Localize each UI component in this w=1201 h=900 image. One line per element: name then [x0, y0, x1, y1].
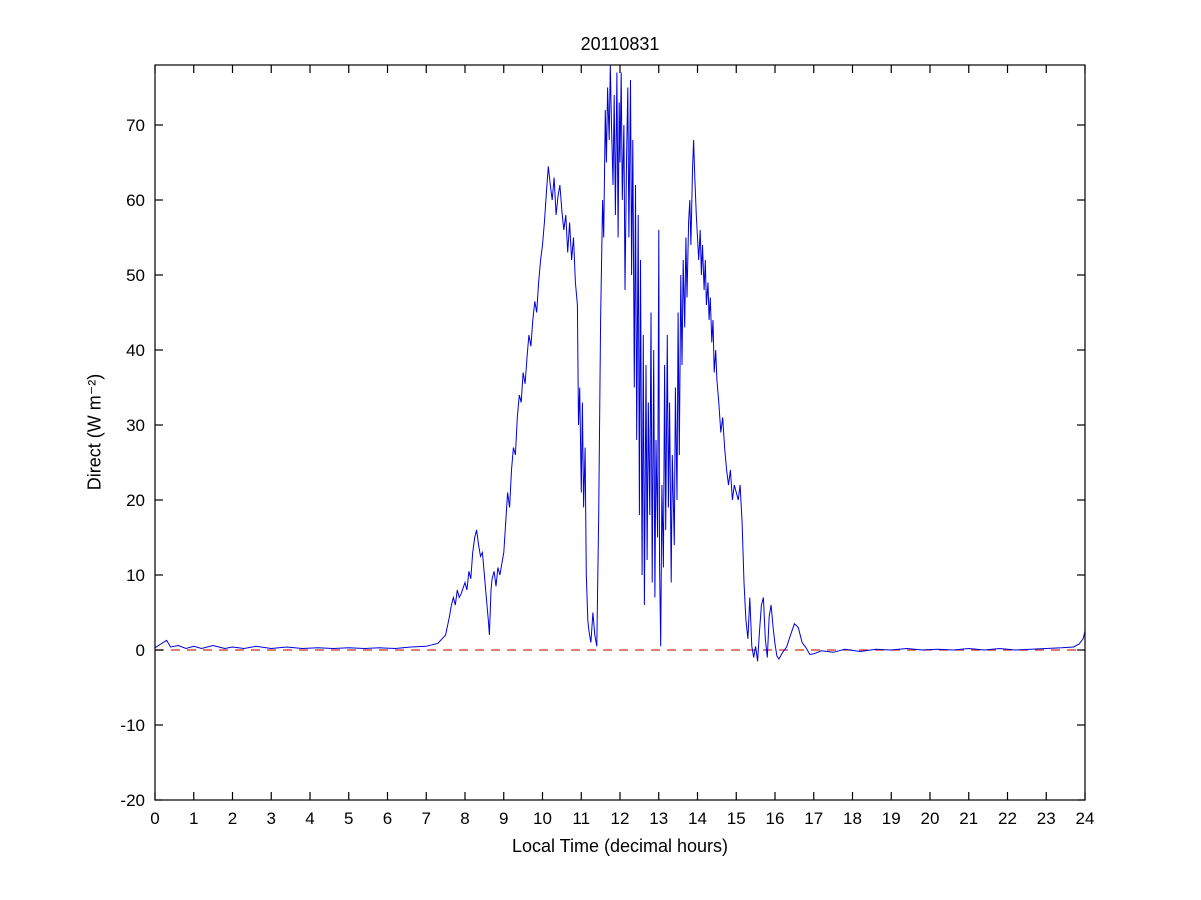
x-tick-label: 21 [959, 809, 978, 828]
y-tick-label: 30 [126, 416, 145, 435]
y-tick-label: 60 [126, 191, 145, 210]
x-tick-label: 3 [267, 809, 276, 828]
x-tick-label: 13 [649, 809, 668, 828]
x-tick-label: 19 [882, 809, 901, 828]
y-tick-label: 70 [126, 116, 145, 135]
y-tick-label: 40 [126, 341, 145, 360]
x-tick-label: 5 [344, 809, 353, 828]
y-tick-label: 20 [126, 491, 145, 510]
y-tick-label: 10 [126, 566, 145, 585]
x-tick-label: 9 [499, 809, 508, 828]
x-tick-label: 23 [1037, 809, 1056, 828]
x-tick-label: 15 [727, 809, 746, 828]
x-tick-label: 16 [766, 809, 785, 828]
x-tick-label: 8 [460, 809, 469, 828]
x-tick-label: 20 [921, 809, 940, 828]
x-tick-label: 0 [150, 809, 159, 828]
x-tick-label: 1 [189, 809, 198, 828]
x-tick-label: 24 [1076, 809, 1095, 828]
x-tick-label: 4 [305, 809, 314, 828]
y-tick-label: -10 [120, 716, 145, 735]
x-tick-label: 10 [533, 809, 552, 828]
y-tick-label: -20 [120, 791, 145, 810]
chart-title: 20110831 [580, 34, 660, 54]
x-tick-label: 18 [843, 809, 862, 828]
x-tick-label: 6 [383, 809, 392, 828]
x-tick-label: 2 [228, 809, 237, 828]
x-tick-label: 17 [804, 809, 823, 828]
y-tick-label: 0 [136, 641, 145, 660]
x-tick-label: 11 [572, 809, 590, 828]
x-tick-label: 14 [688, 809, 707, 828]
x-tick-label: 22 [998, 809, 1017, 828]
x-tick-label: 7 [422, 809, 431, 828]
x-tick-label: 12 [611, 809, 630, 828]
x-axis-label: Local Time (decimal hours) [511, 836, 729, 856]
y-tick-label: 50 [126, 266, 145, 285]
